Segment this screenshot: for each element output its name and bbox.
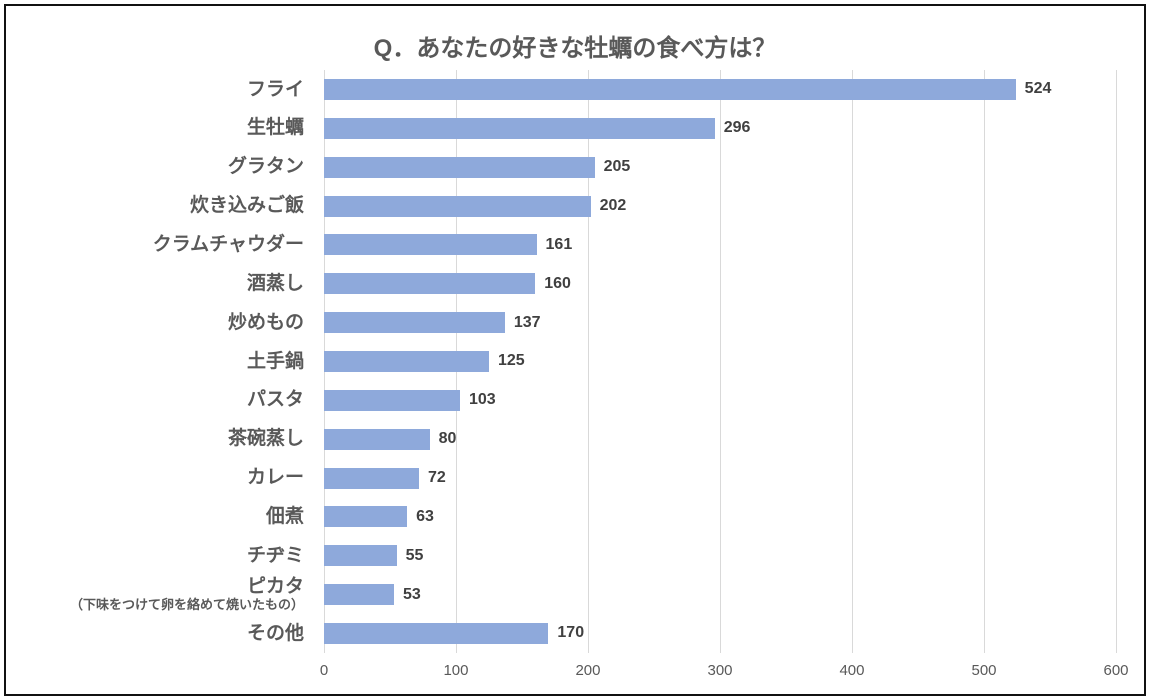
value-label: 170	[557, 624, 585, 642]
x-tick-label: 600	[1103, 662, 1129, 679]
bar	[324, 622, 549, 644]
bar	[324, 389, 460, 411]
x-axis: 0 100 200 300 400 500 600	[320, 662, 1129, 684]
bar	[324, 234, 537, 256]
x-tick-label: 500	[971, 662, 997, 679]
bar	[324, 428, 430, 450]
x-tick-label: 100	[443, 662, 469, 679]
gridline	[851, 70, 853, 653]
value-label: 137	[513, 313, 541, 331]
category-label: 炊き込みご飯	[6, 187, 314, 226]
category-label-text: 炊き込みご飯	[189, 195, 304, 217]
gridline	[984, 70, 985, 653]
bar-row: 137	[324, 303, 1116, 342]
x-tick-label: 200	[575, 662, 601, 679]
category-label: 生牡蠣	[6, 109, 314, 148]
bar	[324, 273, 536, 295]
value-label: 524	[1024, 80, 1052, 98]
bar-row: 80	[324, 420, 1116, 459]
category-label-text: 茶碗蒸し	[227, 428, 304, 450]
bar-row: 63	[324, 497, 1116, 536]
gridline	[1116, 70, 1117, 653]
bar-row: 205	[324, 148, 1116, 187]
category-label: 土手鍋	[6, 342, 314, 381]
value-label: 160	[544, 274, 571, 292]
bar-row: 202	[324, 187, 1116, 226]
bar	[324, 545, 397, 567]
category-label: 酒蒸し	[6, 264, 314, 303]
category-label-text: グラタン	[227, 156, 304, 178]
value-label: 80	[438, 430, 457, 448]
bar	[324, 195, 591, 217]
category-label: パスタ	[6, 381, 314, 420]
category-label-text: ピカタ	[246, 576, 304, 598]
value-label: 72	[428, 469, 446, 487]
bar	[324, 506, 408, 528]
bar-row: 161	[324, 225, 1116, 264]
value-label: 103	[468, 391, 496, 409]
category-label-text: 炒めもの	[227, 311, 304, 333]
category-label: クラムチャウダー	[6, 225, 314, 264]
category-label-text: 酒蒸し	[246, 272, 304, 294]
category-label: グラタン	[6, 148, 314, 187]
bar	[324, 117, 715, 139]
category-label: ピカタ （下味をつけて卵を絡めて焼いたもの）	[6, 575, 314, 614]
category-label-text: パスタ	[246, 389, 304, 411]
x-tick-label: 0	[319, 662, 329, 679]
bar	[324, 350, 489, 372]
gridline	[720, 70, 721, 653]
category-label: 炒めもの	[6, 303, 314, 342]
category-label-text: フライ	[246, 78, 304, 100]
value-label: 296	[723, 119, 751, 137]
bar	[324, 467, 420, 489]
bar-row: 55	[324, 536, 1116, 575]
category-label-text: チヂミ	[246, 544, 304, 566]
category-label-text: 佃煮	[265, 505, 304, 527]
category-label: その他	[6, 614, 314, 653]
value-label: 53	[402, 585, 421, 603]
plot-area: 524 296 205 202 161 160 137 125 103 80 72 63 55 53 170	[324, 70, 1117, 653]
bar-row: 103	[324, 381, 1116, 420]
bar	[324, 156, 595, 178]
category-label: チヂミ	[6, 536, 314, 575]
category-label-text: カレー	[246, 467, 304, 489]
bar-row: 296	[324, 109, 1116, 148]
x-tick-label: 300	[707, 662, 733, 679]
category-label-text: 土手鍋	[246, 350, 304, 372]
value-label: 202	[599, 197, 627, 214]
category-label: カレー	[6, 459, 314, 498]
x-tick-label: 400	[839, 662, 865, 679]
bar-row: 53	[324, 575, 1116, 614]
bar	[324, 584, 394, 606]
value-label: 125	[498, 352, 525, 370]
value-label: 205	[603, 158, 631, 176]
category-label: 佃煮	[6, 497, 314, 536]
category-label-text: 生牡蠣	[246, 117, 304, 139]
value-label: 161	[545, 235, 573, 253]
gridline	[587, 70, 589, 653]
chart-frame: Q．あなたの好きな牡蠣の食べ方は？ フライ生牡蠣グラタン炊き込みご飯クラムチャウ…	[4, 4, 1146, 696]
bar-row: 524	[324, 70, 1116, 109]
category-label-column: フライ生牡蠣グラタン炊き込みご飯クラムチャウダー酒蒸し炒めもの土手鍋パスタ茶碗蒸…	[6, 70, 314, 653]
value-label: 63	[416, 507, 434, 525]
bar-row: 170	[324, 614, 1116, 653]
chart-title: Q．あなたの好きな牡蠣の食べ方は？	[373, 35, 777, 62]
category-label-text: クラムチャウダー	[152, 233, 304, 255]
bar-row: 125	[324, 342, 1116, 381]
bar-rows: 524 296 205 202 161 160 137 125 103 80 72 63 55 53 170	[324, 70, 1116, 653]
bar	[324, 78, 1016, 100]
category-label: フライ	[6, 70, 314, 109]
bar-row: 160	[324, 264, 1116, 303]
category-label: 茶碗蒸し	[6, 420, 314, 459]
category-sublabel-text: （下味をつけて卵を絡めて焼いたもの）	[69, 597, 304, 613]
value-label: 55	[405, 546, 424, 564]
bar-row: 72	[324, 459, 1116, 498]
category-label-text: その他	[246, 622, 304, 644]
bar	[324, 312, 505, 334]
